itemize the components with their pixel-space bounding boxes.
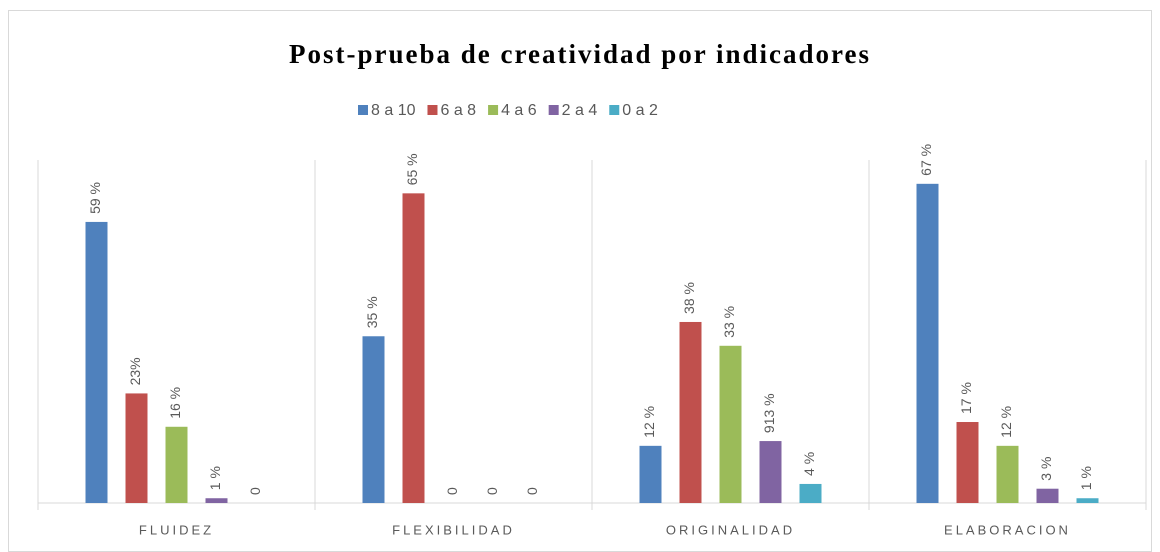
legend-label: 0 a 2 [622,102,658,119]
bar [799,483,822,503]
bar [125,393,148,503]
bar [402,193,425,503]
data-label: 65 % [404,153,420,185]
bar [679,321,702,503]
x-tick-label: FLEXIBILIDAD [392,522,515,537]
legend-swatch [548,105,559,115]
bar [85,221,108,504]
data-label: 35 % [364,296,380,328]
x-tick-label: ELABORACION [944,522,1071,537]
data-label: 67 % [918,144,934,176]
x-tick-label: ORIGINALIDAD [666,522,795,537]
bar [165,426,188,503]
bar [1036,488,1059,503]
data-label: 12 % [641,406,657,438]
data-label: 913 % [761,393,777,433]
legend-label: 6 a 8 [440,102,476,119]
data-label: 17 % [958,382,974,414]
legend-swatch [427,105,438,115]
data-label: 1 % [207,466,223,490]
data-label: 0 [484,487,500,495]
data-label: 1 % [1078,466,1094,490]
data-label: 16 % [167,387,183,419]
legend-swatch [609,105,620,115]
bar [996,445,1019,503]
bar [956,422,979,503]
data-label: 0 [524,487,540,495]
legend-label: 2 a 4 [562,102,598,119]
bar [1076,498,1099,503]
bar [719,345,742,503]
bar [759,441,782,503]
data-label: 0 [247,487,263,495]
data-label: 23% [127,357,143,385]
legend-swatch [358,105,368,115]
bar [362,336,385,503]
data-label: 33 % [721,306,737,338]
data-label: 0 [444,487,460,495]
legend-swatch [488,105,499,115]
data-label: 59 % [87,182,103,214]
bar [205,498,228,503]
bar [916,183,939,503]
data-label: 12 % [998,406,1014,438]
data-label: 38 % [681,282,697,314]
legend-label: 8 a 10 [371,102,416,119]
data-label: 4 % [801,452,817,476]
chart-title: Post-prueba de creatividad por indicador… [289,39,871,69]
data-label: 3 % [1038,457,1054,481]
bar [639,445,662,503]
legend-label: 4 a 6 [501,102,537,119]
x-tick-label: FLUIDEZ [139,522,214,537]
